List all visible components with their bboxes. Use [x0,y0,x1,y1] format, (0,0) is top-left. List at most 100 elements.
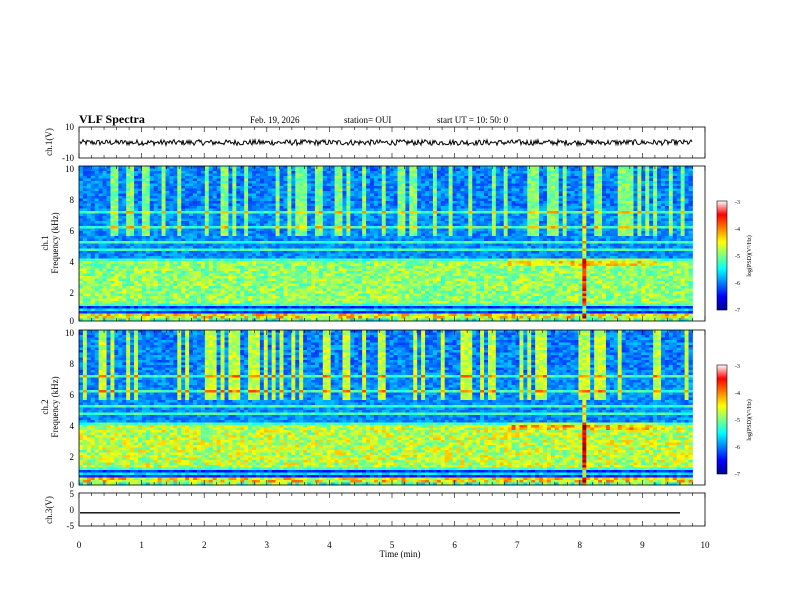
spectrogram-cell [370,254,374,257]
spectrogram-cell [327,271,331,274]
spectrogram-cell [177,194,181,197]
spectrogram-cell [146,221,150,224]
spectrogram-cell [346,251,350,254]
spectrogram-cell [197,316,201,319]
spectrogram-cell [87,201,91,204]
spectrogram-cell [268,296,272,299]
spectrogram-cell [150,311,154,314]
spectrogram-cell [331,299,335,302]
spectrogram-cell [154,201,158,204]
spectrogram-cell [126,249,130,252]
spectrogram-cell [240,194,244,197]
spectrogram-cell [382,266,386,269]
spectrogram-cell [201,231,205,234]
spectrogram-cell [99,171,103,174]
spectrogram-cell [177,231,181,234]
spectrogram-cell [260,284,264,287]
spectrogram-cell [386,229,390,232]
spectrogram-cell [299,264,303,267]
spectrogram-cell [118,249,122,252]
spectrogram-cell [303,259,307,262]
spectrogram-cell [107,224,111,227]
spectrogram-cell [378,201,382,204]
spectrogram-cell [350,171,354,174]
spectrogram-cell [193,196,197,199]
spectrogram-cell [346,231,350,234]
spectrogram-cell [185,189,189,192]
spectrogram-cell [185,259,189,262]
spectrogram-cell [162,234,166,237]
spectrogram-cell [150,194,154,197]
spectrogram-cell [209,224,213,227]
spectrogram-cell [103,191,107,194]
spectrogram-cell [95,316,99,319]
spectrogram-cell [114,214,118,217]
spectrogram-cell [158,211,162,214]
spectrogram-cell [362,179,366,182]
spectrogram-cell [103,251,107,254]
spectrogram-cell [169,256,173,259]
spectrogram-cell [354,166,358,169]
spectrogram-cell [303,304,307,307]
spectrogram-cell [236,269,240,272]
spectrogram-cell [142,269,146,272]
spectrogram-cell [158,176,162,179]
spectrogram-cell [248,296,252,299]
spectrogram-cell [268,271,272,274]
spectrogram-cell [362,281,366,284]
spectrogram-cell [228,259,232,262]
spectrogram-cell [150,309,154,312]
spectrogram-cell [130,314,134,317]
spectrogram-cell [362,176,366,179]
spectrogram-cell [87,254,91,257]
spectrogram-cell [162,289,166,292]
spectrogram-cell [166,194,170,197]
spectrogram-cell [339,251,343,254]
spectrogram-cell [103,181,107,184]
spectrogram-cell [248,301,252,304]
spectrogram-cell [142,231,146,234]
spectrogram-cell [166,259,170,262]
spectrogram-cell [295,201,299,204]
spectrogram-cell [331,171,335,174]
spectrogram-cell [158,171,162,174]
spectrogram-cell [110,254,114,257]
spectrogram-cell [181,189,185,192]
spectrogram-cell [339,261,343,264]
spectrogram-cell [87,174,91,177]
spectrogram-cell [331,314,335,317]
spectrogram-cell [158,224,162,227]
spectrogram-cell [142,304,146,307]
spectrogram-cell [256,304,260,307]
spectrogram-cell [130,189,134,192]
spectrogram-cell [248,266,252,269]
spectrogram-cell [327,306,331,309]
spectrogram-cell [118,251,122,254]
spectrogram-cell [138,286,142,289]
spectrogram-cell [169,179,173,182]
spectrogram-cell [366,216,370,219]
spectrogram-cell [95,296,99,299]
spectrogram-cell [197,261,201,264]
spectrogram-cell [209,264,213,267]
spectrogram-cell [221,259,225,262]
spectrogram-cell [217,276,221,279]
spectrogram-cell [350,176,354,179]
spectrogram-cell [327,259,331,262]
spectrogram-cell [177,171,181,174]
spectrogram-cell [331,209,335,212]
spectrogram-cell [374,254,378,257]
spectrogram-cell [217,226,221,229]
spectrogram-cell [126,244,130,247]
spectrogram-cell [331,261,335,264]
spectrogram-cell [118,171,122,174]
spectrogram-cell [173,184,177,187]
spectrogram-cell [95,294,99,297]
spectrogram-cell [327,179,331,182]
spectrogram-cell [110,256,114,259]
spectrogram-cell [339,291,343,294]
spectrogram-cell [126,301,130,304]
spectrogram-cell [299,291,303,294]
spectrogram-cell [264,189,268,192]
spectrogram-cell [276,204,280,207]
